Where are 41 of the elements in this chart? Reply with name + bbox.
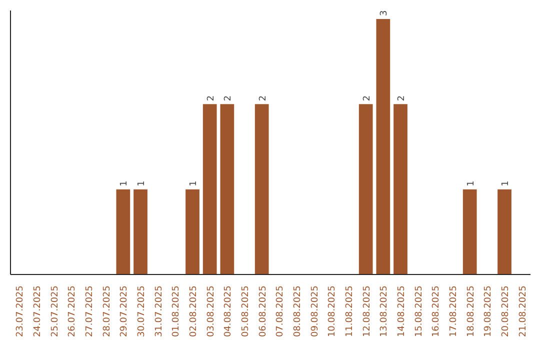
data-label: 2 — [397, 95, 407, 102]
data-label: 2 — [224, 95, 234, 102]
x-tick-label: 01.08.2025 — [172, 286, 182, 338]
x-tick-label: 09.08.2025 — [310, 286, 320, 338]
x-tick-label: 10.08.2025 — [328, 286, 338, 338]
data-label: 2 — [258, 95, 268, 102]
x-tick-label: 27.07.2025 — [85, 286, 95, 338]
x-tick-label: 02.08.2025 — [189, 286, 199, 338]
x-tick-label: 25.07.2025 — [50, 286, 60, 338]
x-tick-label: 05.08.2025 — [241, 286, 251, 338]
x-tick-label: 14.08.2025 — [397, 286, 407, 338]
data-label: 3 — [380, 10, 390, 16]
x-tick-label: 21.08.2025 — [518, 286, 528, 338]
x-tick-label: 24.07.2025 — [33, 286, 43, 338]
x-tick-label: 12.08.2025 — [362, 286, 372, 338]
x-tick-label: 03.08.2025 — [206, 286, 216, 338]
x-tick-label: 28.07.2025 — [102, 286, 112, 338]
data-label: 2 — [206, 95, 216, 102]
x-tick-label: 16.08.2025 — [432, 286, 442, 338]
x-tick-label: 04.08.2025 — [224, 286, 234, 338]
data-label: 1 — [137, 180, 147, 186]
x-tick-label: 18.08.2025 — [466, 286, 476, 338]
x-tick-label: 30.07.2025 — [137, 286, 147, 338]
data-label: 1 — [189, 180, 199, 186]
data-label: 1 — [501, 180, 511, 186]
x-tick-label: 29.07.2025 — [120, 286, 130, 338]
x-tick-label: 20.08.2025 — [501, 286, 511, 338]
x-tick-label: 19.08.2025 — [484, 286, 494, 338]
x-tick-label: 15.08.2025 — [414, 286, 424, 338]
data-label: 1 — [466, 180, 476, 186]
x-tick-label: 11.08.2025 — [345, 286, 355, 338]
x-tick-label: 06.08.2025 — [258, 286, 268, 338]
x-tick-label: 26.07.2025 — [68, 286, 78, 338]
data-label: 2 — [362, 95, 372, 102]
x-tick-label: 17.08.2025 — [449, 286, 459, 338]
x-tick-label: 13.08.2025 — [380, 286, 390, 338]
x-tick-label: 07.08.2025 — [276, 286, 286, 338]
x-tick-label: 08.08.2025 — [293, 286, 303, 338]
x-tick-label: 23.07.2025 — [16, 286, 26, 338]
x-tick-label: 31.07.2025 — [154, 286, 164, 338]
data-label: 1 — [120, 180, 130, 186]
